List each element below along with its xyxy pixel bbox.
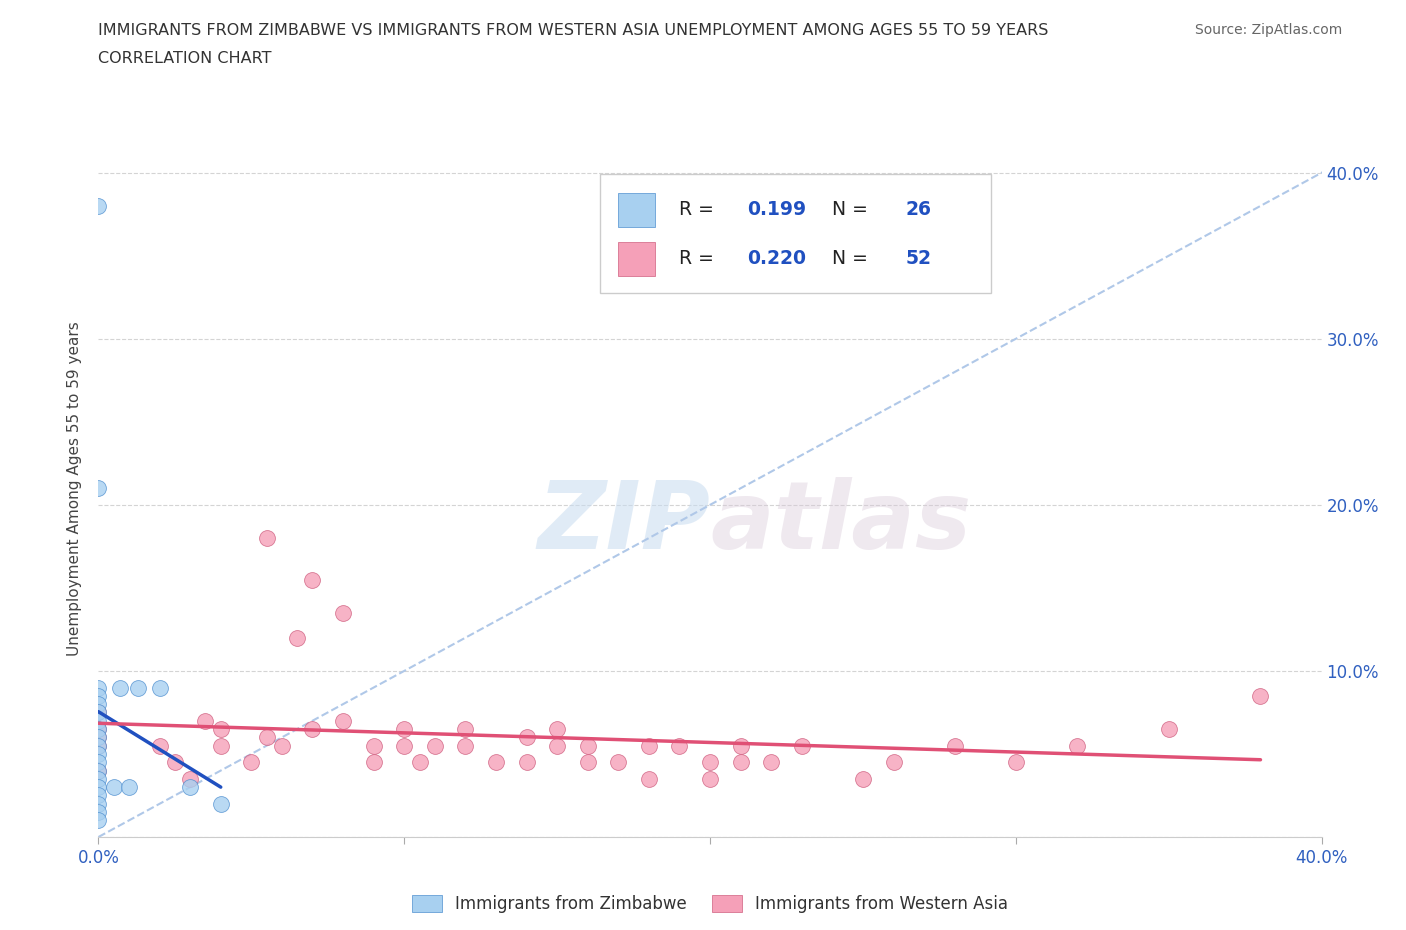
Point: [256, 730, 278, 745]
Text: 0.199: 0.199: [747, 201, 806, 219]
Point: [87, 788, 110, 803]
Point: [179, 779, 201, 794]
Point: [408, 755, 430, 770]
Point: [883, 755, 905, 770]
Point: [699, 772, 721, 787]
Point: [285, 631, 308, 645]
Point: [637, 772, 661, 787]
Point: [87, 705, 110, 720]
Point: [546, 722, 568, 737]
Point: [87, 764, 110, 778]
Point: [127, 680, 149, 695]
Point: [576, 755, 599, 770]
Point: [209, 796, 232, 811]
FancyBboxPatch shape: [600, 175, 991, 293]
Point: [179, 772, 201, 787]
Point: [270, 738, 292, 753]
Point: [87, 697, 110, 711]
Point: [87, 481, 110, 496]
Point: [516, 730, 538, 745]
Legend: Immigrants from Zimbabwe, Immigrants from Western Asia: Immigrants from Zimbabwe, Immigrants fro…: [405, 888, 1015, 920]
Point: [363, 755, 385, 770]
Point: [1066, 738, 1088, 753]
Text: CORRELATION CHART: CORRELATION CHART: [98, 51, 271, 66]
Point: [485, 755, 508, 770]
Text: Source: ZipAtlas.com: Source: ZipAtlas.com: [1195, 23, 1343, 37]
Point: [637, 738, 661, 753]
Point: [256, 531, 278, 546]
Text: R =: R =: [679, 201, 720, 219]
Point: [392, 722, 416, 737]
Point: [668, 738, 690, 753]
Point: [699, 755, 721, 770]
Point: [87, 813, 110, 828]
Point: [87, 738, 110, 753]
FancyBboxPatch shape: [619, 242, 655, 275]
Point: [87, 713, 110, 728]
Point: [87, 755, 110, 770]
Point: [209, 722, 232, 737]
Point: [1249, 688, 1271, 703]
Point: [87, 764, 110, 778]
Point: [852, 772, 875, 787]
Y-axis label: Unemployment Among Ages 55 to 59 years: Unemployment Among Ages 55 to 59 years: [67, 321, 83, 656]
Text: 0.220: 0.220: [747, 249, 806, 268]
Text: R =: R =: [679, 249, 720, 268]
Point: [730, 738, 752, 753]
Point: [194, 713, 217, 728]
Point: [87, 705, 110, 720]
Point: [546, 738, 568, 753]
Point: [149, 738, 172, 753]
Point: [103, 779, 125, 794]
Point: [87, 796, 110, 811]
Point: [209, 738, 232, 753]
Point: [87, 688, 110, 703]
Point: [332, 713, 354, 728]
Point: [1157, 722, 1180, 737]
Text: atlas: atlas: [710, 477, 972, 569]
Point: [332, 605, 354, 620]
Point: [240, 755, 263, 770]
Point: [730, 755, 752, 770]
Point: [1004, 755, 1026, 770]
Point: [301, 572, 323, 587]
Point: [454, 738, 477, 753]
Point: [87, 722, 110, 737]
Point: [454, 722, 477, 737]
Point: [392, 738, 416, 753]
Text: ZIP: ZIP: [537, 477, 710, 569]
Point: [87, 680, 110, 695]
Text: N =: N =: [820, 249, 875, 268]
Text: 26: 26: [905, 201, 932, 219]
Point: [87, 772, 110, 787]
Point: [87, 738, 110, 753]
Point: [87, 722, 110, 737]
Point: [301, 722, 323, 737]
Point: [790, 738, 813, 753]
FancyBboxPatch shape: [619, 193, 655, 227]
Text: N =: N =: [820, 201, 875, 219]
Point: [87, 747, 110, 762]
Point: [516, 755, 538, 770]
Text: IMMIGRANTS FROM ZIMBABWE VS IMMIGRANTS FROM WESTERN ASIA UNEMPLOYMENT AMONG AGES: IMMIGRANTS FROM ZIMBABWE VS IMMIGRANTS F…: [98, 23, 1049, 38]
Point: [943, 738, 966, 753]
Point: [423, 738, 446, 753]
Point: [87, 730, 110, 745]
Text: 52: 52: [905, 249, 932, 268]
Point: [759, 755, 782, 770]
Point: [149, 680, 172, 695]
Point: [87, 730, 110, 745]
Point: [576, 738, 599, 753]
Point: [108, 680, 131, 695]
Point: [87, 198, 110, 213]
Point: [87, 779, 110, 794]
Point: [607, 755, 630, 770]
Point: [87, 804, 110, 819]
Point: [163, 755, 186, 770]
Point: [118, 779, 141, 794]
Point: [363, 738, 385, 753]
